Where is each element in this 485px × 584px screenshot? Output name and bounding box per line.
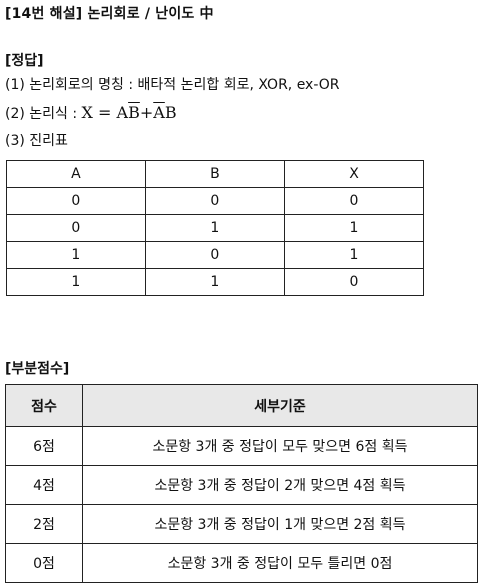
logic-expression: X = AB+AB xyxy=(82,103,177,122)
truth-cell: 0 xyxy=(144,241,285,269)
expr-x: X xyxy=(81,103,93,122)
table-row: 6점 소문항 3개 중 정답이 모두 맞으면 6점 획득 xyxy=(5,426,478,466)
expr-plus: + xyxy=(139,103,154,122)
score-header-points: 점수 xyxy=(5,384,83,427)
score-table-header-row: 점수 세부기준 xyxy=(5,384,478,427)
answer-item-1: (1) 논리회로의 명칭 : 배타적 논리합 회로, XOR, ex-OR xyxy=(5,77,340,93)
score-criteria-cell: 소문항 3개 중 정답이 모두 틀리면 0점 xyxy=(82,543,478,583)
truth-table-header-row: A B X xyxy=(6,160,425,188)
score-points-cell: 0점 xyxy=(5,543,83,583)
table-row: 0 1 1 xyxy=(6,214,425,242)
truth-header-b: B xyxy=(144,160,285,188)
expr-a2-bar: A xyxy=(153,103,165,122)
score-criteria-cell: 소문항 3개 중 정답이 모두 맞으면 6점 획득 xyxy=(82,426,478,466)
expr-a1: A xyxy=(116,103,129,122)
truth-cell: 0 xyxy=(283,187,425,215)
truth-cell: 1 xyxy=(6,268,146,296)
score-criteria-cell: 소문항 3개 중 정답이 1개 맞으면 2점 획득 xyxy=(82,504,478,544)
score-heading: [부분점수] xyxy=(5,361,70,377)
truth-header-a: A xyxy=(6,160,146,188)
table-row: 1 1 0 xyxy=(6,268,425,296)
score-table: 점수 세부기준 6점 소문항 3개 중 정답이 모두 맞으면 6점 획득 4점 … xyxy=(5,384,478,583)
truth-cell: 1 xyxy=(6,241,146,269)
table-row: 2점 소문항 3개 중 정답이 1개 맞으면 2점 획득 xyxy=(5,504,478,544)
table-row: 0점 소문항 3개 중 정답이 모두 틀리면 0점 xyxy=(5,543,478,583)
truth-cell: 1 xyxy=(144,214,285,242)
table-row: 4점 소문항 3개 중 정답이 2개 맞으면 4점 획득 xyxy=(5,465,478,505)
score-points-cell: 6점 xyxy=(5,426,83,466)
table-row: 1 0 1 xyxy=(6,241,425,269)
truth-cell: 0 xyxy=(6,187,146,215)
answer-item-3: (3) 진리표 xyxy=(5,133,68,149)
truth-header-x: X xyxy=(283,160,425,188)
page-title: [14번 해설] 논리회로 / 난이도 中 xyxy=(5,6,214,22)
truth-cell: 0 xyxy=(144,187,285,215)
expr-b2: B xyxy=(164,103,177,122)
truth-table: A B X 0 0 0 0 1 1 1 0 1 1 1 0 xyxy=(6,160,425,296)
answer-item-2-prefix: (2) 논리식 : xyxy=(5,106,82,122)
truth-cell: 1 xyxy=(283,241,425,269)
score-points-cell: 4점 xyxy=(5,465,83,505)
expr-b1-bar: B xyxy=(128,103,140,122)
truth-cell: 1 xyxy=(144,268,285,296)
truth-cell: 1 xyxy=(283,214,425,242)
truth-cell: 0 xyxy=(283,268,425,296)
expr-eq: = xyxy=(92,103,117,122)
answer-heading: [정답] xyxy=(5,53,44,69)
table-row: 0 0 0 xyxy=(6,187,425,215)
truth-cell: 0 xyxy=(6,214,146,242)
score-header-criteria: 세부기준 xyxy=(82,384,478,427)
score-criteria-cell: 소문항 3개 중 정답이 2개 맞으면 4점 획득 xyxy=(82,465,478,505)
answer-item-2: (2) 논리식 : X = AB+AB xyxy=(5,103,177,123)
score-points-cell: 2점 xyxy=(5,504,83,544)
